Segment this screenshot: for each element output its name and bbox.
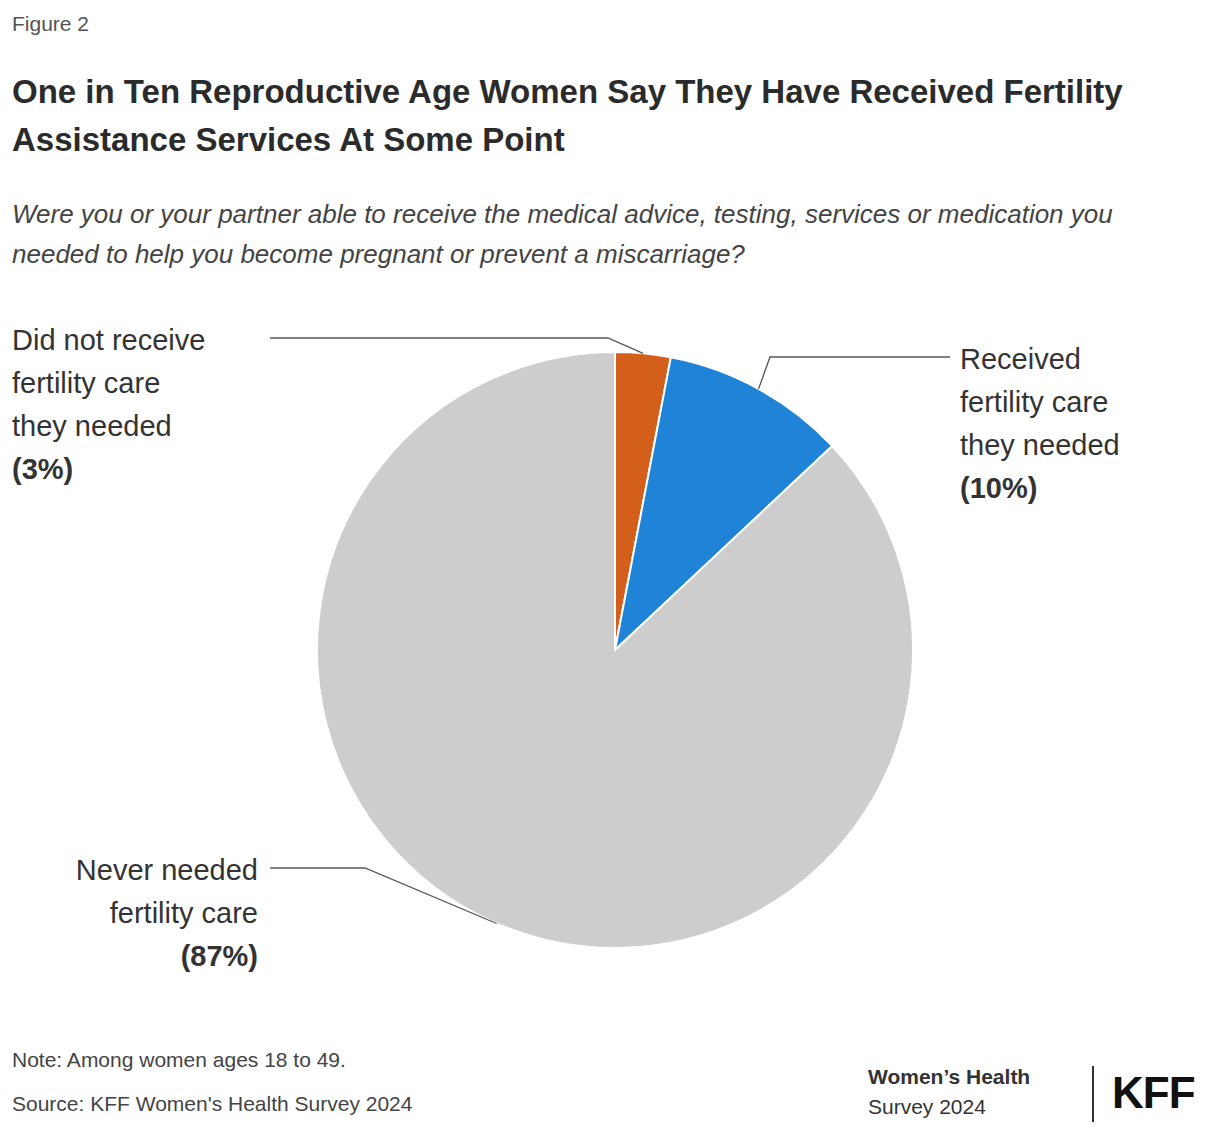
html-text:Figure 2: Figure 2	[12, 12, 89, 35]
svg-text:Receivedfertility carethey nee: Receivedfertility carethey needed(10%)	[960, 343, 1120, 504]
html-text:Survey 2024: Survey 2024	[868, 1095, 986, 1118]
html-text:KFF: KFF	[1112, 1068, 1195, 1117]
svg-text:Never neededfertility care(87%: Never neededfertility care(87%)	[76, 854, 258, 972]
html-text:Source: KFF Women's Health Sur: Source: KFF Women's Health Survey 2024	[12, 1092, 413, 1115]
html-text:One in Ten Reproductive Age Wo: One in Ten Reproductive Age Women Say Th…	[12, 73, 1123, 158]
html-text:Were you or your partner able: Were you or your partner able to receive…	[12, 199, 1113, 269]
svg-text:Did not receivefertility caret: Did not receivefertility carethey needed…	[12, 324, 205, 485]
html-text:Note: Among women ages 18 to 4: Note: Among women ages 18 to 49.	[12, 1048, 346, 1071]
html-text:Women’s Health: Women’s Health	[868, 1065, 1031, 1088]
